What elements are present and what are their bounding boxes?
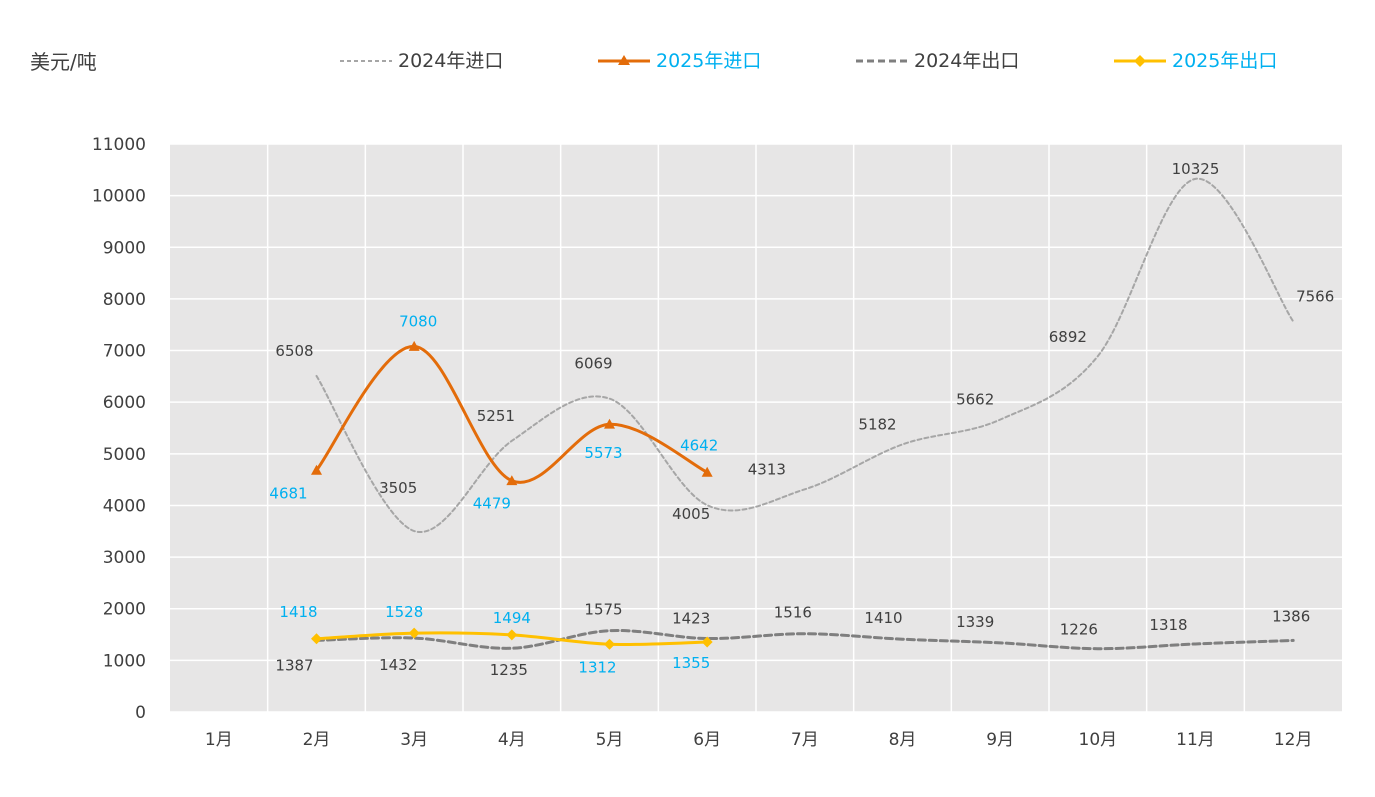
series-0-data-label: 4005 [672, 505, 710, 523]
legend-item-0: 2024年进口 [338, 46, 503, 73]
legend-label: 2025年出口 [1172, 50, 1278, 72]
y-axis-unit-label: 美元/吨 [30, 50, 97, 74]
x-tick-label: 11月 [1176, 730, 1215, 750]
y-tick-label: 4000 [103, 496, 146, 516]
series-2-data-label: 1235 [490, 661, 528, 679]
y-tick-label: 9000 [103, 238, 146, 258]
series-0-line [315, 177, 1295, 533]
series-0-data-label: 5251 [477, 407, 515, 425]
series-2-data-label: 1575 [584, 601, 622, 619]
series-2-line [315, 628, 1295, 651]
series-0-data-label: 6508 [275, 342, 313, 360]
y-tick-label: 8000 [103, 290, 146, 310]
y-tick-label: 11000 [92, 135, 146, 155]
legend-item-2: 2024年出口 [854, 46, 1019, 73]
series-2-data-label: 1410 [864, 609, 902, 627]
series-2-data-label: 1386 [1272, 607, 1310, 625]
series-3-point [506, 629, 518, 641]
series-3-point [311, 633, 322, 645]
legend-swatch [340, 59, 392, 62]
series-1-data-label: 4681 [269, 484, 307, 502]
series-3-data-label: 1355 [672, 654, 710, 672]
legend-item-1: 2025年进口 [596, 46, 761, 73]
series-1-point [506, 475, 518, 486]
y-tick-label: 2000 [103, 600, 146, 620]
x-tick-label: 5月 [596, 730, 624, 750]
x-tick-label: 9月 [986, 730, 1014, 750]
series-0-data-label: 10325 [1172, 160, 1220, 178]
series-3-data-label: 1528 [385, 603, 423, 621]
series-1-data-label: 4479 [473, 495, 511, 513]
series-0-data-label: 3505 [379, 479, 417, 497]
legend-item-3: 2025年出口 [1112, 46, 1277, 73]
series-1-data-label: 5573 [584, 444, 622, 462]
y-tick-label: 10000 [92, 187, 146, 207]
series-1-point [604, 418, 615, 429]
series-0-data-label: 7566 [1296, 287, 1334, 305]
series-3-data-label: 1418 [279, 603, 317, 621]
y-tick-label: 6000 [103, 393, 146, 413]
legend-label: 2024年出口 [914, 50, 1020, 72]
series-1-line [315, 344, 709, 484]
x-tick-label: 2月 [303, 730, 331, 750]
series-1-data-label: 7080 [399, 312, 437, 330]
series-3-point [408, 627, 420, 639]
x-tick-label: 8月 [889, 730, 917, 750]
legend-label: 2024年进口 [398, 50, 504, 72]
x-tick-label: 12月 [1274, 730, 1313, 750]
series-2-data-label: 1318 [1149, 616, 1187, 634]
x-tick-label: 7月 [791, 730, 819, 750]
series-3-data-label: 1494 [493, 609, 531, 627]
x-tick-label: 1月 [205, 730, 233, 750]
series-1-point [701, 466, 713, 477]
y-tick-label: 0 [135, 703, 146, 723]
series-2-data-label: 1432 [379, 656, 417, 674]
series-2-data-label: 1387 [275, 656, 313, 674]
legend-label: 2025年进口 [656, 50, 762, 72]
series-2-data-label: 1226 [1060, 621, 1098, 639]
series-2-data-label: 1516 [774, 604, 812, 622]
series-1-point [311, 464, 322, 475]
series-3-data-label: 1312 [578, 658, 616, 676]
legend-swatch [856, 59, 908, 62]
series-2-data-label: 1423 [672, 610, 710, 628]
series-3-point [604, 638, 615, 650]
y-tick-label: 1000 [103, 651, 146, 671]
series-0-data-label: 4313 [748, 460, 786, 478]
x-tick-label: 6月 [693, 730, 721, 750]
y-tick-label: 5000 [103, 445, 146, 465]
y-tick-label: 3000 [103, 548, 146, 568]
series-0-data-label: 5182 [858, 415, 896, 433]
x-tick-label: 3月 [400, 730, 428, 750]
legend-swatch [598, 54, 650, 65]
x-tick-label: 4月 [498, 730, 526, 750]
legend: 2024年进口 2025年进口 2024年出口 2025年出口 [0, 46, 1375, 76]
series-3-point [701, 636, 713, 648]
series-0-data-label: 5662 [956, 391, 994, 409]
y-tick-label: 7000 [103, 342, 146, 362]
x-tick-label: 10月 [1079, 730, 1118, 750]
series-0-data-label: 6892 [1049, 328, 1087, 346]
series-2-data-label: 1339 [956, 613, 994, 631]
series-1-point [408, 340, 420, 351]
legend-swatch [1114, 54, 1166, 67]
series-1-data-label: 4642 [680, 436, 718, 454]
series-0-data-label: 6069 [574, 355, 612, 373]
